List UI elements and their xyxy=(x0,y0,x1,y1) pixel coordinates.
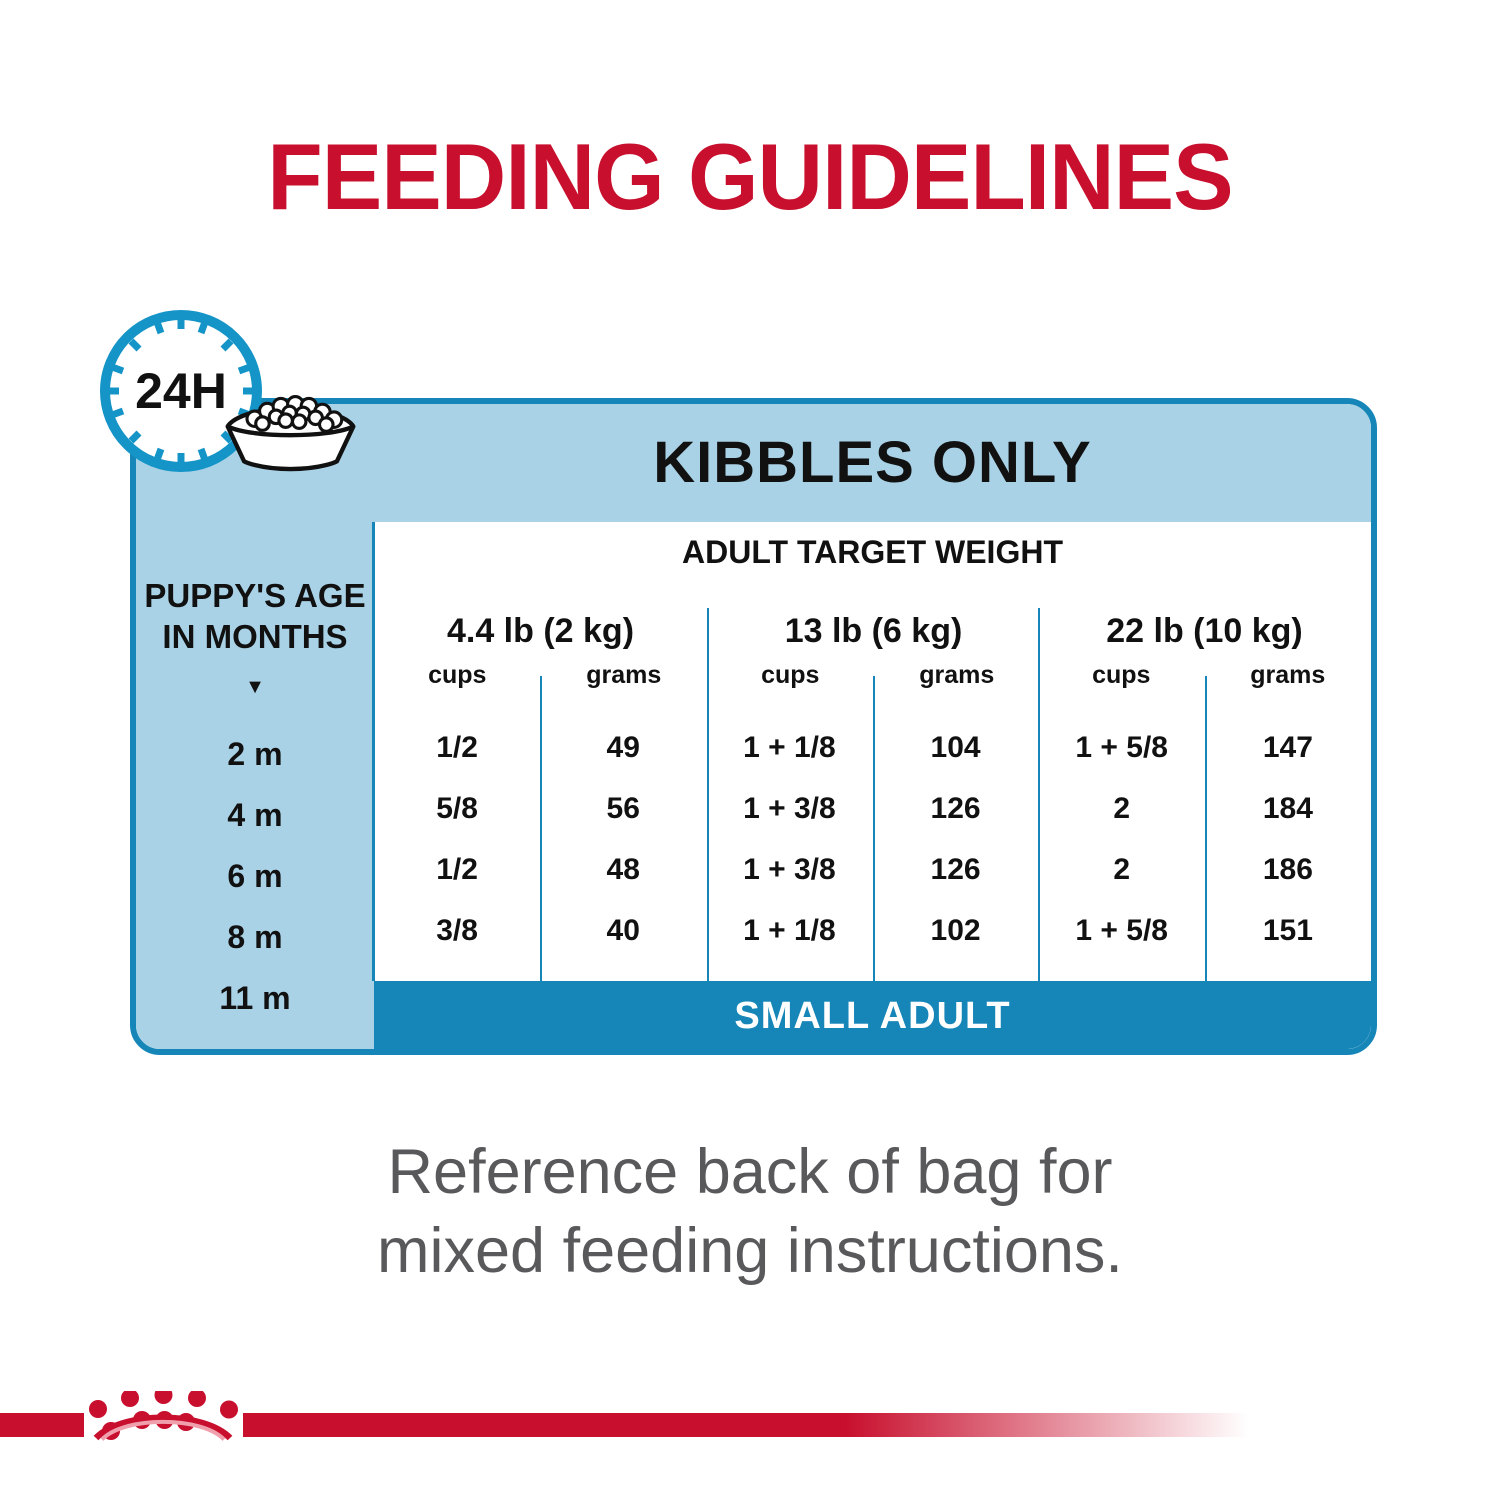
svg-text:24H: 24H xyxy=(135,363,227,419)
